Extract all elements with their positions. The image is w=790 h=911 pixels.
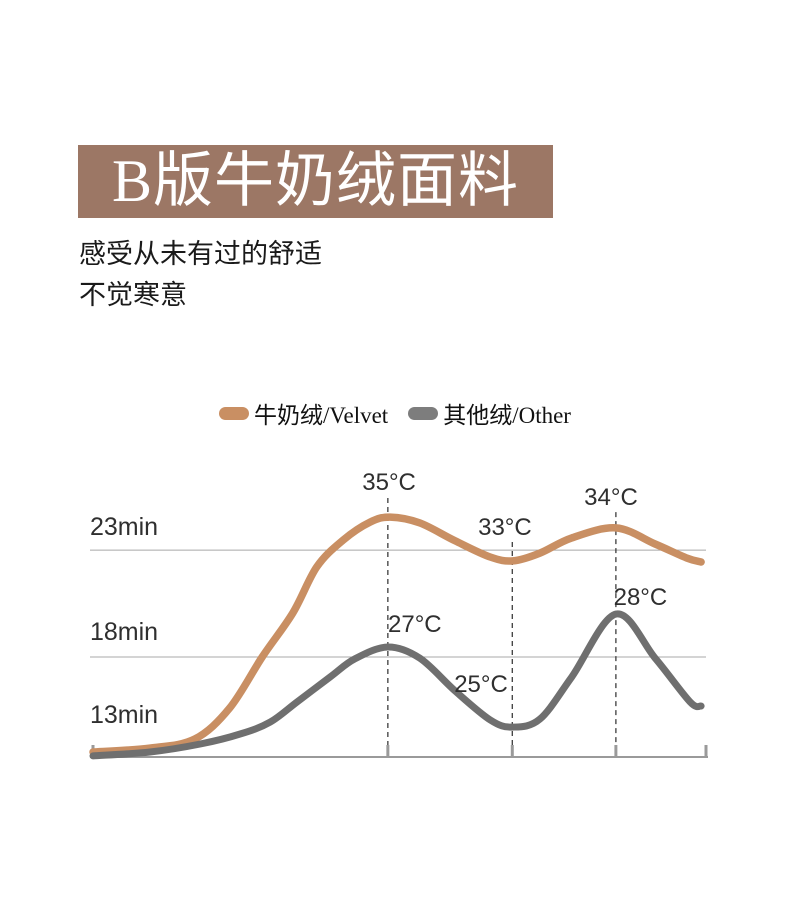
y-axis-label: 18min <box>90 618 158 646</box>
subtitle-line-2: 不觉寒意 <box>79 280 187 310</box>
legend-label-velvet: 牛奶绒/Velvet <box>254 403 389 428</box>
subtitle-line-1: 感受从未有过的舒适 <box>79 239 322 269</box>
temperature-line-chart: 23min 18min 13min 35°C 33°C 34°C 27°C 25°C 28°C <box>89 469 708 760</box>
temp-annotation: 34°C <box>584 484 638 511</box>
legend-label-other: 其他绒/Other <box>443 403 571 428</box>
series-line-velvet <box>89 513 705 756</box>
chart-legend: 牛奶绒/Velvet 其他绒/Other <box>0 396 790 430</box>
series-line-other <box>89 610 705 760</box>
temp-annotation: 25°C <box>454 671 508 698</box>
subtitle: 感受从未有过的舒适 不觉寒意 <box>79 234 322 316</box>
other-swatch-icon <box>408 406 439 420</box>
y-axis-label: 13min <box>90 701 158 729</box>
velvet-swatch-icon <box>219 406 250 420</box>
legend-item-velvet: 牛奶绒/Velvet <box>219 396 388 430</box>
temp-annotation: 27°C <box>388 611 442 638</box>
temp-annotation: 35°C <box>362 469 416 496</box>
temp-annotation: 28°C <box>614 584 668 611</box>
temp-annotation: 33°C <box>478 514 532 541</box>
legend-item-other: 其他绒/Other <box>408 396 571 430</box>
y-axis-label: 23min <box>90 513 158 541</box>
title-banner: B版牛奶绒面料 <box>78 145 553 218</box>
page-title: B版牛奶绒面料 <box>111 148 520 214</box>
